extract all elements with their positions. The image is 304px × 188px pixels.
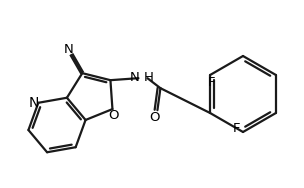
Text: N: N xyxy=(64,43,73,56)
Text: N: N xyxy=(130,71,140,84)
Text: F: F xyxy=(232,121,240,134)
Text: H: H xyxy=(143,71,153,84)
Text: N: N xyxy=(28,96,39,110)
Text: F: F xyxy=(207,76,215,89)
Text: O: O xyxy=(149,111,160,124)
Text: O: O xyxy=(108,109,119,122)
